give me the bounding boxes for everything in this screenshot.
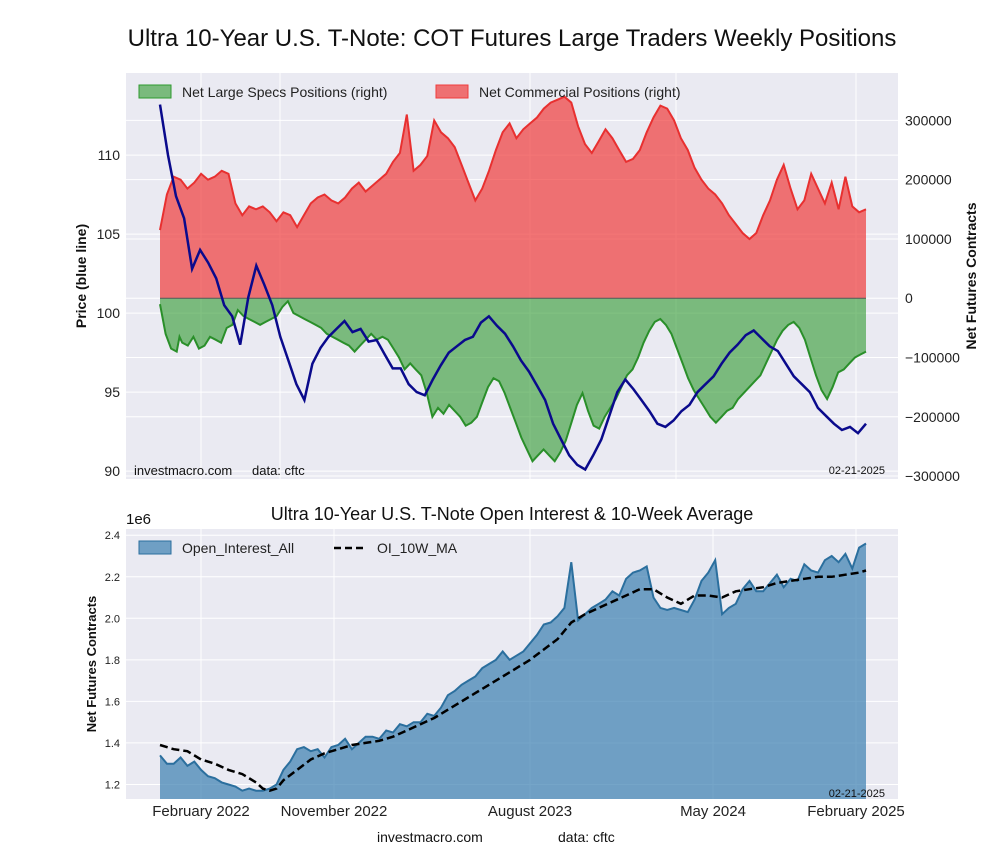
top-right-axis: −300000 −200000 −100000 0 100000 200000 300000 xyxy=(905,112,960,484)
bottom-x-tick-label: November 2022 xyxy=(281,803,388,820)
left-tick-label: 90 xyxy=(104,463,120,479)
bottom-x-tick-label: February 2025 xyxy=(807,803,905,820)
right-tick-label: 200000 xyxy=(905,172,952,188)
footer-site: investmacro.com xyxy=(377,829,483,845)
top-date-annotation: 02-21-2025 xyxy=(829,465,885,477)
bottom-panel: Ultra 10-Year U.S. T-Note Open Interest … xyxy=(84,504,905,820)
right-tick-label: −200000 xyxy=(905,409,960,425)
bottom-x-tick-label: August 2023 xyxy=(488,803,572,820)
bottom-scale-label: 1e6 xyxy=(126,511,151,528)
bottom-ma-line xyxy=(159,569,867,793)
left-tick-label: 95 xyxy=(104,384,120,400)
top-left-ylabel: Price (blue line) xyxy=(73,224,89,328)
bottom-y-tick-label: 1.6 xyxy=(105,696,120,708)
bottom-x-tick-label: May 2024 xyxy=(680,803,746,820)
top-left-axis: 90 95 100 105 110 xyxy=(97,147,121,479)
right-tick-label: 0 xyxy=(905,290,913,306)
bottom-title: Ultra 10-Year U.S. T-Note Open Interest … xyxy=(271,504,754,524)
commercial-area xyxy=(160,96,866,299)
bottom-ylabel: Net Futures Contracts xyxy=(84,596,99,733)
top-position-areas xyxy=(159,95,867,463)
bottom-y-tick-label: 1.8 xyxy=(105,655,120,667)
bottom-date-annotation: 02-21-2025 xyxy=(829,788,885,800)
top-site-annotation: investmacro.com xyxy=(134,463,232,478)
large-specs-line xyxy=(159,299,867,463)
bottom-x-tick-label: February 2022 xyxy=(152,803,250,820)
footer-source: data: cftc xyxy=(558,829,615,845)
left-tick-label: 110 xyxy=(98,147,121,163)
legend-swatch-large-specs xyxy=(138,84,172,99)
left-tick-label: 100 xyxy=(97,305,121,321)
open-interest-area xyxy=(160,543,866,799)
legend-label-commercial: Net Commercial Positions (right) xyxy=(479,84,681,100)
left-tick-label: 105 xyxy=(97,226,121,242)
legend-label-ma: OI_10W_MA xyxy=(377,540,458,556)
figure-title: Ultra 10-Year U.S. T-Note: COT Futures L… xyxy=(128,25,897,52)
commercial-line xyxy=(159,95,867,241)
legend-swatch-open-interest xyxy=(138,540,172,555)
open-interest-line xyxy=(159,542,867,792)
top-panel: 90 95 100 105 110 −300000 −200000 −100000 0 1000… xyxy=(73,73,979,484)
bottom-y-tick-label: 2.0 xyxy=(105,613,120,625)
oi-10w-ma-line xyxy=(159,569,867,793)
legend-label-open-interest: Open_Interest_All xyxy=(182,540,294,556)
bottom-y-tick-label: 2.2 xyxy=(105,572,120,584)
top-source-annotation: data: cftc xyxy=(252,463,305,478)
bottom-y-tick-label: 1.4 xyxy=(105,738,120,750)
price-line xyxy=(158,104,867,472)
top-price-line xyxy=(158,104,867,472)
bottom-x-axis: February 2022 November 2022 August 2023 May… xyxy=(152,803,905,820)
legend-label-large-specs: Net Large Specs Positions (right) xyxy=(182,84,387,100)
right-tick-label: 100000 xyxy=(905,231,952,247)
legend-swatch-commercial xyxy=(435,84,469,99)
right-tick-label: −300000 xyxy=(905,468,960,484)
bottom-open-interest xyxy=(159,542,867,799)
bottom-y-tick-label: 1.2 xyxy=(105,779,120,791)
top-right-ylabel: Net Futures Contracts xyxy=(963,202,979,349)
right-tick-label: −100000 xyxy=(905,349,960,365)
bottom-y-tick-label: 2.4 xyxy=(105,530,120,542)
right-tick-label: 300000 xyxy=(905,112,952,128)
bottom-y-axis: 1.2 1.4 1.6 1.8 2.0 2.2 2.4 xyxy=(105,530,120,791)
bottom-legend: Open_Interest_All OI_10W_MA xyxy=(138,540,458,556)
top-legend: Net Large Specs Positions (right) Net Co… xyxy=(138,84,681,100)
